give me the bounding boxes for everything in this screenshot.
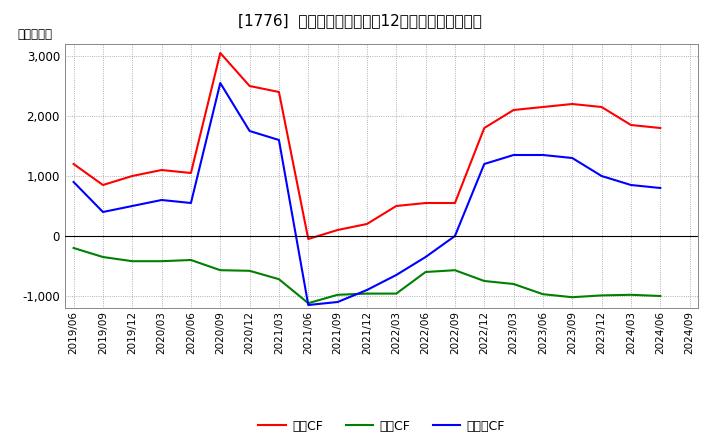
営業CF <box>274 89 283 95</box>
フリーCF <box>451 233 459 238</box>
投資CF <box>539 292 547 297</box>
営業CF <box>509 107 518 113</box>
投資CF <box>421 269 430 275</box>
営業CF <box>157 167 166 172</box>
フリーCF <box>568 155 577 161</box>
投資CF <box>480 279 489 284</box>
フリーCF <box>363 287 372 293</box>
フリーCF <box>274 137 283 143</box>
営業CF <box>69 161 78 167</box>
営業CF <box>626 122 635 128</box>
営業CF <box>186 170 195 176</box>
営業CF <box>304 236 312 242</box>
フリーCF <box>656 185 665 191</box>
フリーCF <box>246 128 254 134</box>
投資CF <box>626 292 635 297</box>
フリーCF <box>333 299 342 304</box>
投資CF <box>157 259 166 264</box>
営業CF <box>99 182 107 187</box>
営業CF <box>568 101 577 106</box>
投資CF <box>568 294 577 300</box>
営業CF <box>656 125 665 131</box>
営業CF <box>598 104 606 110</box>
フリーCF <box>480 161 489 167</box>
営業CF <box>392 203 400 209</box>
投資CF <box>392 291 400 296</box>
フリーCF <box>539 152 547 158</box>
投資CF <box>69 246 78 251</box>
フリーCF <box>392 272 400 278</box>
投資CF <box>99 254 107 260</box>
投資CF <box>656 293 665 299</box>
営業CF <box>216 50 225 55</box>
投資CF <box>451 268 459 273</box>
フリーCF <box>186 200 195 205</box>
フリーCF <box>128 203 137 209</box>
フリーCF <box>421 254 430 260</box>
投資CF <box>509 281 518 286</box>
フリーCF <box>99 209 107 215</box>
フリーCF <box>304 302 312 308</box>
投資CF <box>274 277 283 282</box>
営業CF <box>480 125 489 131</box>
Line: 営業CF: 営業CF <box>73 53 660 239</box>
Line: 投資CF: 投資CF <box>73 248 660 303</box>
営業CF <box>246 83 254 88</box>
Line: フリーCF: フリーCF <box>73 83 660 305</box>
Text: （百万円）: （百万円） <box>17 28 53 41</box>
営業CF <box>128 173 137 179</box>
営業CF <box>539 104 547 110</box>
投資CF <box>363 291 372 296</box>
営業CF <box>451 200 459 205</box>
フリーCF <box>157 198 166 203</box>
投資CF <box>216 268 225 273</box>
Legend: 営業CF, 投資CF, フリーCF: 営業CF, 投資CF, フリーCF <box>253 414 510 437</box>
フリーCF <box>598 173 606 179</box>
投資CF <box>186 257 195 263</box>
営業CF <box>421 200 430 205</box>
投資CF <box>598 293 606 298</box>
フリーCF <box>509 152 518 158</box>
Text: [1776]  キャッシュフローの12か月移動合計の推移: [1776] キャッシュフローの12か月移動合計の推移 <box>238 13 482 28</box>
フリーCF <box>216 81 225 86</box>
営業CF <box>333 227 342 233</box>
投資CF <box>304 301 312 306</box>
フリーCF <box>626 182 635 187</box>
投資CF <box>246 268 254 273</box>
投資CF <box>128 259 137 264</box>
フリーCF <box>69 180 78 185</box>
営業CF <box>363 221 372 227</box>
投資CF <box>333 292 342 297</box>
